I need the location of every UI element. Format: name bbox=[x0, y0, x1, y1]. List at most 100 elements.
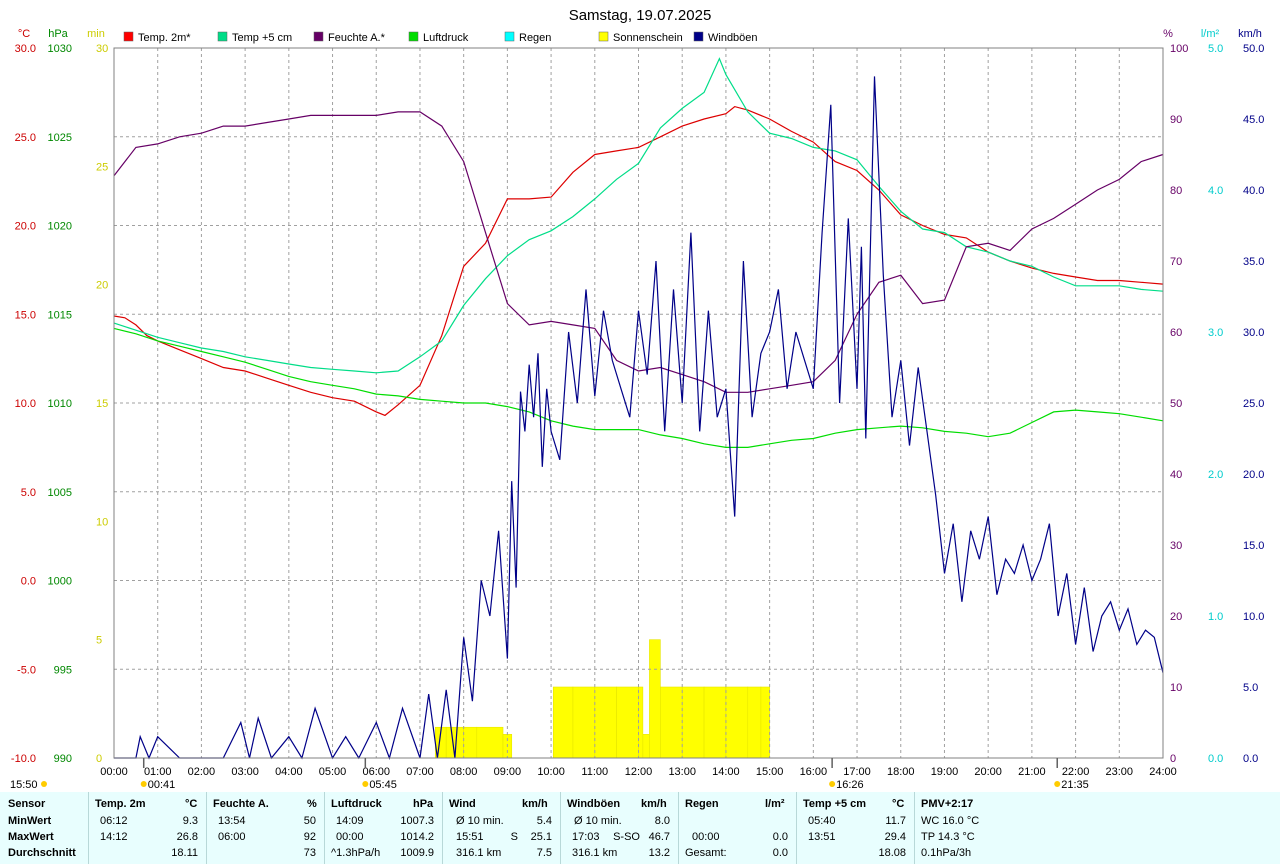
marker-label: 00:41 bbox=[148, 779, 176, 791]
pmv-value: TP 14.3 °C bbox=[921, 831, 975, 843]
axis-tick-label: 1010 bbox=[48, 398, 72, 410]
axis-tick-label: 25.0 bbox=[1243, 398, 1264, 410]
rain-value: 0.0 bbox=[772, 847, 788, 859]
sun-markers: 00:41 05:45 16:26 21:35 15:50 bbox=[10, 758, 1089, 791]
hum-time: 13:54 bbox=[218, 815, 246, 827]
stats-row-avg: Durchschnitt 18.11 73 ^1.3hPa/h 1009.9 3… bbox=[0, 847, 1280, 863]
x-tick-label: 22:00 bbox=[1062, 766, 1090, 778]
sunshine-bar bbox=[725, 686, 749, 759]
axis-unit-label: km/h bbox=[1238, 28, 1262, 40]
sunshine-bar bbox=[638, 686, 644, 759]
axis-unit-label: % bbox=[1163, 28, 1173, 40]
series-line bbox=[113, 57, 1164, 374]
x-tick-label: 16:00 bbox=[800, 766, 828, 778]
axis-tick-label: 5.0 bbox=[1208, 43, 1223, 55]
gust-desc: 17:03 bbox=[572, 831, 600, 843]
sunshine-bar bbox=[681, 686, 705, 759]
series-lines bbox=[113, 57, 1164, 760]
x-tick-label: 21:00 bbox=[1018, 766, 1046, 778]
axis-tick-label: 0 bbox=[1170, 753, 1176, 765]
gust-value: 13.2 bbox=[648, 847, 670, 859]
t5-time: 13:51 bbox=[808, 831, 836, 843]
t5-value: 29.4 bbox=[884, 831, 906, 843]
hum-value: 73 bbox=[303, 847, 316, 859]
rain-value: 0.0 bbox=[772, 831, 788, 843]
header-wind: Wind bbox=[449, 798, 476, 810]
x-tick-label: 00:00 bbox=[100, 766, 128, 778]
t5-value: 18.08 bbox=[878, 847, 906, 859]
header-humidity-unit: % bbox=[307, 798, 317, 810]
legend-swatch bbox=[504, 31, 515, 42]
hum-value: 92 bbox=[303, 831, 316, 843]
rain-desc: 00:00 bbox=[692, 831, 720, 843]
temp-time: 06:12 bbox=[100, 815, 128, 827]
pres-trend: ^1.3hPa/h bbox=[331, 847, 381, 859]
axis-units: °C hPa min% l/m² km/h bbox=[18, 28, 1262, 40]
axis-tick-label: 25 bbox=[96, 161, 108, 173]
axis-tick-label: 0.0 bbox=[21, 576, 36, 588]
axis-tick-label: 1030 bbox=[48, 43, 72, 55]
sunshine-bar bbox=[703, 686, 727, 759]
x-tick-label: 20:00 bbox=[974, 766, 1002, 778]
header-wind-unit: km/h bbox=[522, 798, 548, 810]
axis-tick-label: 30.0 bbox=[1243, 327, 1264, 339]
header-pressure-unit: hPa bbox=[413, 798, 434, 810]
axis-tick-label: 10 bbox=[96, 516, 108, 528]
sunshine-bar bbox=[649, 639, 661, 759]
x-tick-label: 15:00 bbox=[756, 766, 784, 778]
hum-time: 06:00 bbox=[218, 831, 246, 843]
rain-desc: Gesamt: bbox=[685, 847, 727, 859]
legend: Temp. 2m* Temp +5 cm Feuchte A.* Luftdruck R… bbox=[123, 31, 758, 44]
sunshine-bar bbox=[552, 686, 574, 759]
legend-label: Regen bbox=[519, 32, 551, 44]
temp-value: 18.11 bbox=[171, 847, 198, 859]
x-tick-label: 08:00 bbox=[450, 766, 478, 778]
pres-value: 1007.3 bbox=[400, 815, 434, 827]
axis-tick-label: 60 bbox=[1170, 327, 1182, 339]
axis-unit-label: min bbox=[87, 28, 105, 40]
stats-row-max: MaxWert 14:12 26.8 06:00 92 00:00 1014.2… bbox=[0, 831, 1280, 847]
axis-tick-label: 100 bbox=[1170, 43, 1188, 55]
gust-value: 46.7 bbox=[648, 831, 670, 843]
gust-dir: S-SO bbox=[613, 831, 640, 843]
x-tick-label: 13:00 bbox=[668, 766, 696, 778]
axis-tick-label: 1.0 bbox=[1208, 611, 1223, 623]
axis-tick-label: 25.0 bbox=[15, 132, 36, 144]
x-tick-label: 24:00 bbox=[1149, 766, 1177, 778]
header-temp-unit: °C bbox=[185, 798, 198, 810]
axis-tick-label: 10 bbox=[1170, 682, 1182, 694]
x-tick-label: 04:00 bbox=[275, 766, 303, 778]
x-axis-ticks: 00:00 01:00 02:00 03:00 04:00 05:00 06:00 07:00… bbox=[100, 766, 1177, 778]
x-tick-label: 19:00 bbox=[931, 766, 959, 778]
legend-swatch bbox=[598, 31, 609, 42]
wind-value: 25.1 bbox=[530, 831, 552, 843]
axis-tick-label: 990 bbox=[54, 753, 72, 765]
weather-chart: Samstag, 19.07.2025 Temp. 2m* Temp +5 cm F… bbox=[10, 7, 1265, 791]
axis-tick-label: 30 bbox=[1170, 540, 1182, 552]
axis-unit-label: °C bbox=[18, 28, 30, 40]
axis-tick-label: 50.0 bbox=[1243, 43, 1264, 55]
axis-tick-label: 1000 bbox=[48, 576, 72, 588]
t5-time: 05:40 bbox=[808, 815, 836, 827]
row-label: MaxWert bbox=[8, 831, 54, 843]
header-sensor: Sensor bbox=[8, 798, 46, 810]
bottom-left-time: 15:50 bbox=[10, 779, 38, 791]
marker-label: 16:26 bbox=[836, 779, 864, 791]
axis-tick-label: 5 bbox=[96, 635, 102, 647]
x-tick-label: 05:00 bbox=[319, 766, 347, 778]
legend-swatch bbox=[313, 31, 324, 42]
axis-tick-label: 15 bbox=[96, 398, 108, 410]
axis-ticks: 30.025.020.015.010.05.00.0-5.0-10.010301… bbox=[11, 43, 1265, 765]
axis-tick-label: 50 bbox=[1170, 398, 1182, 410]
temp-time: 14:12 bbox=[100, 831, 128, 843]
header-pmv: PMV+2:17 bbox=[921, 798, 974, 810]
t5-value: 11.7 bbox=[885, 815, 906, 827]
sunshine-bar bbox=[760, 686, 770, 759]
x-tick-label: 11:00 bbox=[581, 766, 608, 778]
gust-desc: Ø 10 min. bbox=[574, 815, 622, 827]
x-tick-label: 06:00 bbox=[362, 766, 390, 778]
pres-time: 00:00 bbox=[336, 831, 364, 843]
sunshine-bar bbox=[660, 686, 683, 759]
axis-tick-label: 30 bbox=[96, 43, 108, 55]
axis-tick-label: 2.0 bbox=[1208, 469, 1223, 481]
